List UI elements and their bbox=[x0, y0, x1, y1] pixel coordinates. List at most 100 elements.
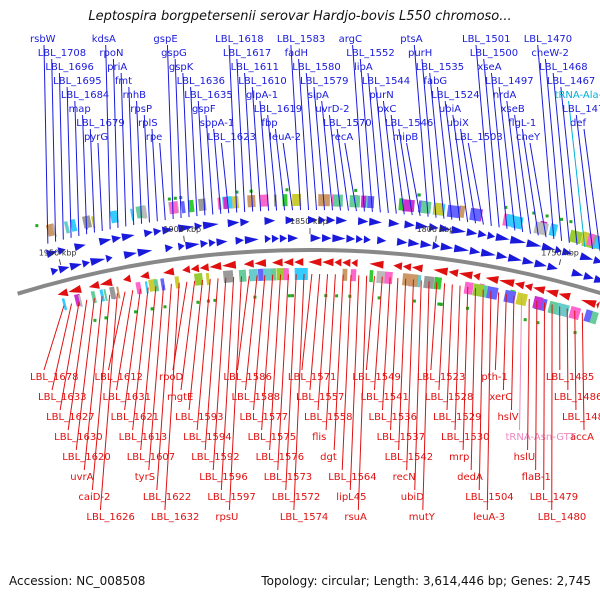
cog-segment bbox=[61, 298, 68, 311]
gene-leader-line bbox=[460, 128, 477, 224]
forward-gene-arrow bbox=[495, 233, 510, 241]
gene-leader-line bbox=[535, 300, 538, 471]
gene-leader-line bbox=[325, 274, 336, 431]
tick-mark bbox=[435, 235, 437, 242]
cog-segment bbox=[376, 270, 386, 284]
forward-gene-arrow bbox=[318, 216, 326, 225]
forward-gene-arrow bbox=[363, 235, 371, 244]
forward-gene-arrow bbox=[439, 224, 451, 233]
gene-leader-line bbox=[228, 276, 242, 511]
gene-leader-line bbox=[166, 44, 174, 220]
forward-gene-label: rpe bbox=[146, 132, 163, 143]
cog-segment bbox=[160, 278, 166, 291]
forward-gene-arrow bbox=[161, 226, 174, 235]
reverse-gene-arrow bbox=[433, 267, 449, 276]
forward-gene-arrow bbox=[287, 234, 299, 243]
forward-gene-label: mipB bbox=[393, 132, 419, 143]
gene-leader-line bbox=[552, 72, 570, 243]
gene-leader-line bbox=[341, 274, 352, 471]
gene-leader-line bbox=[446, 284, 453, 411]
reverse-gene-label: dgt bbox=[320, 452, 337, 463]
reverse-gene-label: LBL_1631 bbox=[103, 392, 151, 403]
reverse-gene-arrow bbox=[448, 269, 459, 278]
reverse-gene-label: hslU bbox=[514, 452, 536, 463]
forward-gene-label: gspF bbox=[192, 104, 216, 115]
reverse-gene-label: rpsU bbox=[215, 512, 238, 523]
reverse-gene-label: tyrS bbox=[135, 472, 155, 483]
forward-gene-arrow bbox=[554, 245, 562, 254]
cog-segment bbox=[187, 199, 195, 213]
reverse-gene-arrow bbox=[283, 258, 294, 267]
cog-dot bbox=[196, 300, 200, 304]
gene-leader-line bbox=[506, 100, 524, 233]
map-title: Leptospira borgpetersenii serovar Hardjo… bbox=[88, 9, 512, 24]
gene-leader-line bbox=[359, 58, 373, 212]
gene-leader-line bbox=[136, 100, 143, 224]
cog-dot bbox=[437, 302, 441, 306]
accession-text: Accession: NC_008508 bbox=[9, 574, 146, 588]
reverse-gene-label: LBL_1530 bbox=[441, 432, 489, 443]
reverse-gene-arrow bbox=[342, 258, 351, 267]
gene-leader-line bbox=[349, 275, 360, 491]
forward-gene-arrow bbox=[185, 241, 200, 250]
forward-gene-arrow bbox=[111, 235, 122, 244]
forward-gene-arrow bbox=[480, 248, 496, 257]
gene-leader-line bbox=[172, 281, 188, 371]
forward-gene-label: LBL_1468 bbox=[539, 62, 587, 73]
forward-gene-label: uvrD-2 bbox=[315, 104, 349, 115]
forward-gene-arrow bbox=[432, 241, 441, 250]
tick-mark bbox=[183, 235, 185, 242]
cog-segment bbox=[116, 286, 121, 299]
gene-leader-line bbox=[274, 128, 286, 211]
gene-leader-line bbox=[58, 72, 64, 240]
reverse-gene-label: LBL_1574 bbox=[280, 512, 328, 523]
reverse-gene-label: LBL_1577 bbox=[240, 412, 288, 423]
forward-gene-label: fabG bbox=[423, 76, 447, 87]
cog-segment bbox=[333, 194, 343, 207]
forward-gene-label: LBL_1467 bbox=[547, 76, 595, 87]
forward-gene-label: gspG bbox=[161, 48, 187, 59]
forward-gene-label: xseA bbox=[477, 62, 501, 73]
gene-leader-line bbox=[344, 142, 357, 212]
forward-gene-arrow bbox=[415, 221, 429, 230]
forward-gene-arrow bbox=[73, 243, 86, 252]
forward-gene-arrow bbox=[466, 228, 478, 236]
forward-gene-arrow bbox=[428, 222, 439, 231]
cog-dot bbox=[545, 214, 549, 218]
cog-dot bbox=[173, 196, 177, 200]
gene-leader-line bbox=[390, 277, 399, 431]
cog-segment bbox=[402, 273, 411, 286]
cog-segment bbox=[532, 295, 544, 310]
forward-gene-arrow bbox=[57, 247, 66, 256]
forward-gene-arrow bbox=[571, 268, 584, 277]
cog-segment bbox=[223, 196, 228, 210]
reverse-gene-label: LBL_1523 bbox=[417, 372, 465, 383]
forward-gene-label: gspK bbox=[169, 62, 194, 73]
forward-gene-label: LBL_1635 bbox=[184, 90, 232, 101]
forward-gene-arrow bbox=[507, 253, 522, 262]
forward-gene-arrow bbox=[177, 224, 194, 233]
reverse-gene-label: hslV bbox=[497, 412, 518, 423]
cog-segment bbox=[409, 273, 419, 287]
gene-leader-line bbox=[66, 86, 72, 238]
cog-segment bbox=[292, 193, 302, 207]
gene-leader-line bbox=[490, 72, 508, 229]
cog-dot bbox=[285, 188, 289, 192]
reverse-gene-arrow bbox=[393, 262, 403, 271]
gene-leader-line bbox=[244, 72, 254, 212]
reverse-gene-label: accA bbox=[570, 432, 594, 443]
forward-gene-label: flgL-1 bbox=[508, 118, 536, 129]
forward-gene-label: gspE bbox=[153, 34, 177, 45]
gene-leader-line bbox=[182, 72, 190, 218]
forward-gene-arrow bbox=[50, 267, 59, 276]
gene-leader-line bbox=[333, 274, 344, 451]
gene-leader-line bbox=[143, 114, 150, 223]
forward-gene-arrow bbox=[143, 229, 153, 238]
forward-gene-label: LBL_1611 bbox=[231, 62, 279, 73]
forward-gene-label: LBL_1623 bbox=[207, 132, 255, 143]
reverse-gene-label: rsuA bbox=[344, 512, 367, 523]
gene-leader-line bbox=[151, 128, 158, 222]
gene-leader-line bbox=[373, 276, 383, 391]
cog-segment bbox=[232, 195, 240, 209]
